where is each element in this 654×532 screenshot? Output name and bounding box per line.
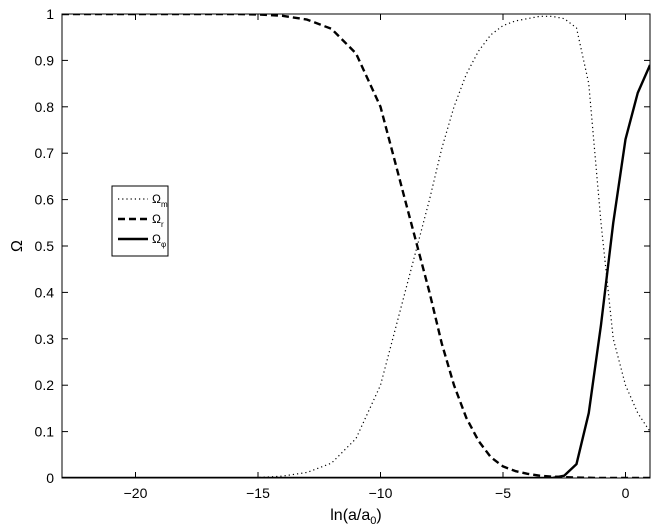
y-tick-label: 0.6: [35, 192, 55, 208]
y-tick-label: 0.4: [35, 284, 55, 300]
y-tick-label: 0.7: [35, 145, 55, 161]
y-tick-label: 0.2: [35, 377, 55, 393]
legend-label-m: Ωm: [152, 192, 168, 209]
ticks-layer: −20 −15 −10 −5 0 0 0.1 0.2 0.3 0.4 0.5 0.6 0.7 0.8 0.9…: [35, 6, 650, 501]
x-axis-label: ln(a/a0): [330, 507, 381, 527]
legend-label-φ: Ωφ: [152, 232, 166, 249]
series-line-m: [62, 15, 650, 478]
y-tick-label: 0.1: [35, 424, 55, 440]
y-tick-label: 1: [46, 6, 54, 22]
x-tick-label: −10: [369, 485, 393, 501]
series-layer: [62, 14, 650, 478]
legend-box: [111, 185, 169, 257]
y-tick-label: 0.3: [35, 331, 55, 347]
legend-label-r: Ωr: [152, 212, 164, 229]
y-axis-label: Ω: [9, 240, 26, 252]
y-tick-label: 0.5: [35, 238, 55, 254]
x-tick-label: 0: [622, 485, 630, 501]
y-tick-label: 0.9: [35, 52, 55, 68]
series-line-φ: [62, 64, 650, 478]
y-tick-label: 0: [46, 470, 54, 486]
legend: Ωm Ωr Ωφ: [111, 185, 169, 257]
x-tick-label: −5: [495, 485, 511, 501]
y-tick-label: 0.8: [35, 99, 55, 115]
x-tick-label: −15: [246, 485, 270, 501]
x-tick-label: −20: [124, 485, 148, 501]
